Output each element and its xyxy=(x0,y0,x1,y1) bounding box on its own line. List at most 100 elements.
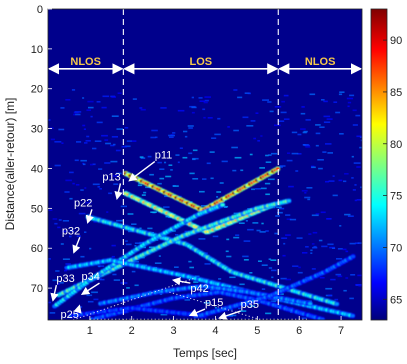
noise-speck xyxy=(312,246,318,249)
noise-speck xyxy=(50,138,55,141)
noise-speck xyxy=(321,99,325,101)
noise-speck xyxy=(268,258,272,260)
noise-speck xyxy=(296,237,303,239)
noise-speck xyxy=(199,190,205,193)
noise-speck xyxy=(65,179,72,182)
noise-speck xyxy=(219,182,224,184)
y-tick-label: 10 xyxy=(31,44,43,56)
noise-speck xyxy=(65,263,71,265)
noise-speck xyxy=(224,205,229,208)
noise-speck xyxy=(339,133,344,135)
noise-speck xyxy=(305,246,309,248)
noise-speck xyxy=(204,252,208,254)
noise-speck xyxy=(157,182,162,185)
noise-speck xyxy=(54,164,61,167)
noise-speck xyxy=(143,246,146,249)
noise-speck xyxy=(198,238,206,240)
noise-speck xyxy=(319,126,325,128)
noise-speck xyxy=(247,92,251,95)
noise-speck xyxy=(189,266,194,269)
noise-speck xyxy=(277,120,285,122)
noise-speck xyxy=(315,132,321,135)
noise-speck xyxy=(311,214,319,217)
noise-speck xyxy=(337,275,343,278)
noise-speck xyxy=(322,151,327,153)
noise-speck xyxy=(209,151,215,153)
noise-speck xyxy=(102,95,110,98)
noise-speck xyxy=(92,163,96,166)
noise-speck xyxy=(120,205,127,208)
noise-speck xyxy=(125,240,128,242)
noise-speck xyxy=(320,211,326,214)
noise-speck xyxy=(325,180,329,183)
noise-speck xyxy=(291,152,299,155)
noise-speck xyxy=(257,140,260,142)
noise-speck xyxy=(104,162,111,164)
noise-speck xyxy=(344,173,349,175)
noise-speck xyxy=(49,127,54,129)
noise-speck xyxy=(87,300,94,303)
noise-speck xyxy=(85,140,91,142)
noise-speck xyxy=(255,112,259,114)
annotation-arrow xyxy=(72,237,81,254)
noise-speck xyxy=(159,293,163,295)
zone-markers: NLOS LOS NLOS xyxy=(47,9,363,320)
path-core xyxy=(320,318,325,320)
noise-speck xyxy=(120,282,128,284)
noise-speck xyxy=(203,302,210,304)
noise-speck xyxy=(203,101,208,104)
path-core xyxy=(350,314,355,318)
noise-speck xyxy=(126,287,130,289)
noise-speck xyxy=(238,307,241,310)
noise-speck xyxy=(250,120,256,122)
noise-speck xyxy=(345,277,349,279)
noise-speck xyxy=(116,219,123,222)
noise-speck xyxy=(111,244,116,247)
noise-speck xyxy=(75,184,80,186)
noise-speck xyxy=(304,196,311,199)
noise-speck xyxy=(243,259,249,261)
noise-speck xyxy=(86,135,90,138)
noise-speck xyxy=(323,121,331,123)
noise-speck xyxy=(116,128,123,130)
noise-speck xyxy=(204,99,209,102)
noise-speck xyxy=(72,182,75,185)
noise-speck xyxy=(52,218,58,220)
y-tick-label: 70 xyxy=(31,283,43,295)
noise-speck xyxy=(261,288,266,290)
noise-speck xyxy=(95,278,102,280)
noise-speck xyxy=(321,245,328,248)
noise-speck xyxy=(175,234,179,236)
noise-speck xyxy=(302,131,307,134)
noise-speck xyxy=(292,265,299,267)
noise-speck xyxy=(275,215,280,217)
noise-speck xyxy=(199,100,205,102)
noise-speck xyxy=(255,188,261,190)
noise-speck xyxy=(234,156,242,159)
colorbar-tick-label: 85 xyxy=(390,87,402,99)
noise-speck xyxy=(352,189,356,191)
noise-speck xyxy=(326,218,331,220)
noise-speck xyxy=(354,242,360,244)
x-tick-label: 7 xyxy=(338,325,344,337)
noise-speck xyxy=(287,152,291,154)
noise-speck xyxy=(265,161,272,163)
noise-speck xyxy=(163,206,170,208)
noise-speck xyxy=(233,129,239,132)
noise-speck xyxy=(352,109,357,112)
noise-speck xyxy=(90,115,93,118)
noise-speck xyxy=(339,225,342,227)
noise-speck xyxy=(140,108,146,111)
noise-speck xyxy=(309,93,316,96)
noise-speck xyxy=(97,265,105,267)
noise-speck xyxy=(98,168,103,170)
path-core xyxy=(286,199,291,203)
noise-speck xyxy=(139,241,145,244)
noise-speck xyxy=(354,199,358,202)
noise-speck xyxy=(356,199,362,201)
noise-speck xyxy=(353,162,361,164)
noise-speck xyxy=(134,242,142,244)
noise-speck xyxy=(256,302,260,305)
noise-speck xyxy=(310,252,313,254)
noise-speck xyxy=(214,307,217,309)
